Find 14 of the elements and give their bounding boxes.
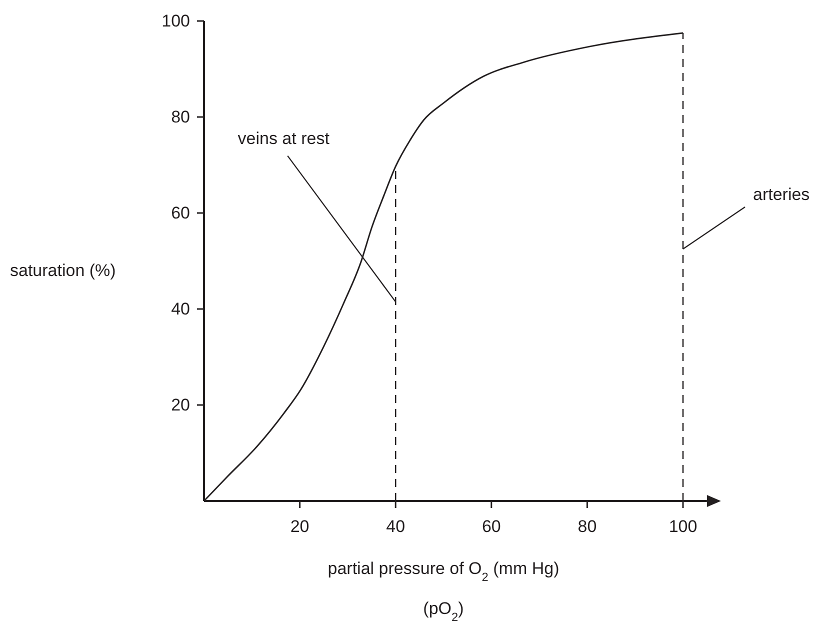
- annotation: veins at rest: [238, 128, 330, 148]
- y-tick-label: 20: [171, 396, 190, 414]
- y-tick-label: 80: [171, 108, 190, 126]
- x-tick-label: 80: [578, 517, 597, 536]
- x-tick-label: 40: [386, 517, 406, 536]
- y-tick-label: 40: [171, 300, 190, 318]
- y-tick-label: 100: [162, 12, 190, 30]
- text: partial pressure of O$_{2}$ (mm Hg) (pO$_{2}$): [328, 559, 560, 624]
- annotation: arteries: [753, 185, 810, 204]
- x-tick-label: 60: [482, 517, 501, 536]
- x-tick-label: 20: [290, 517, 310, 536]
- y-axis-title: saturation (%): [10, 261, 116, 280]
- y-tick-label: 60: [171, 204, 190, 222]
- x-tick-label: 100: [668, 517, 698, 536]
